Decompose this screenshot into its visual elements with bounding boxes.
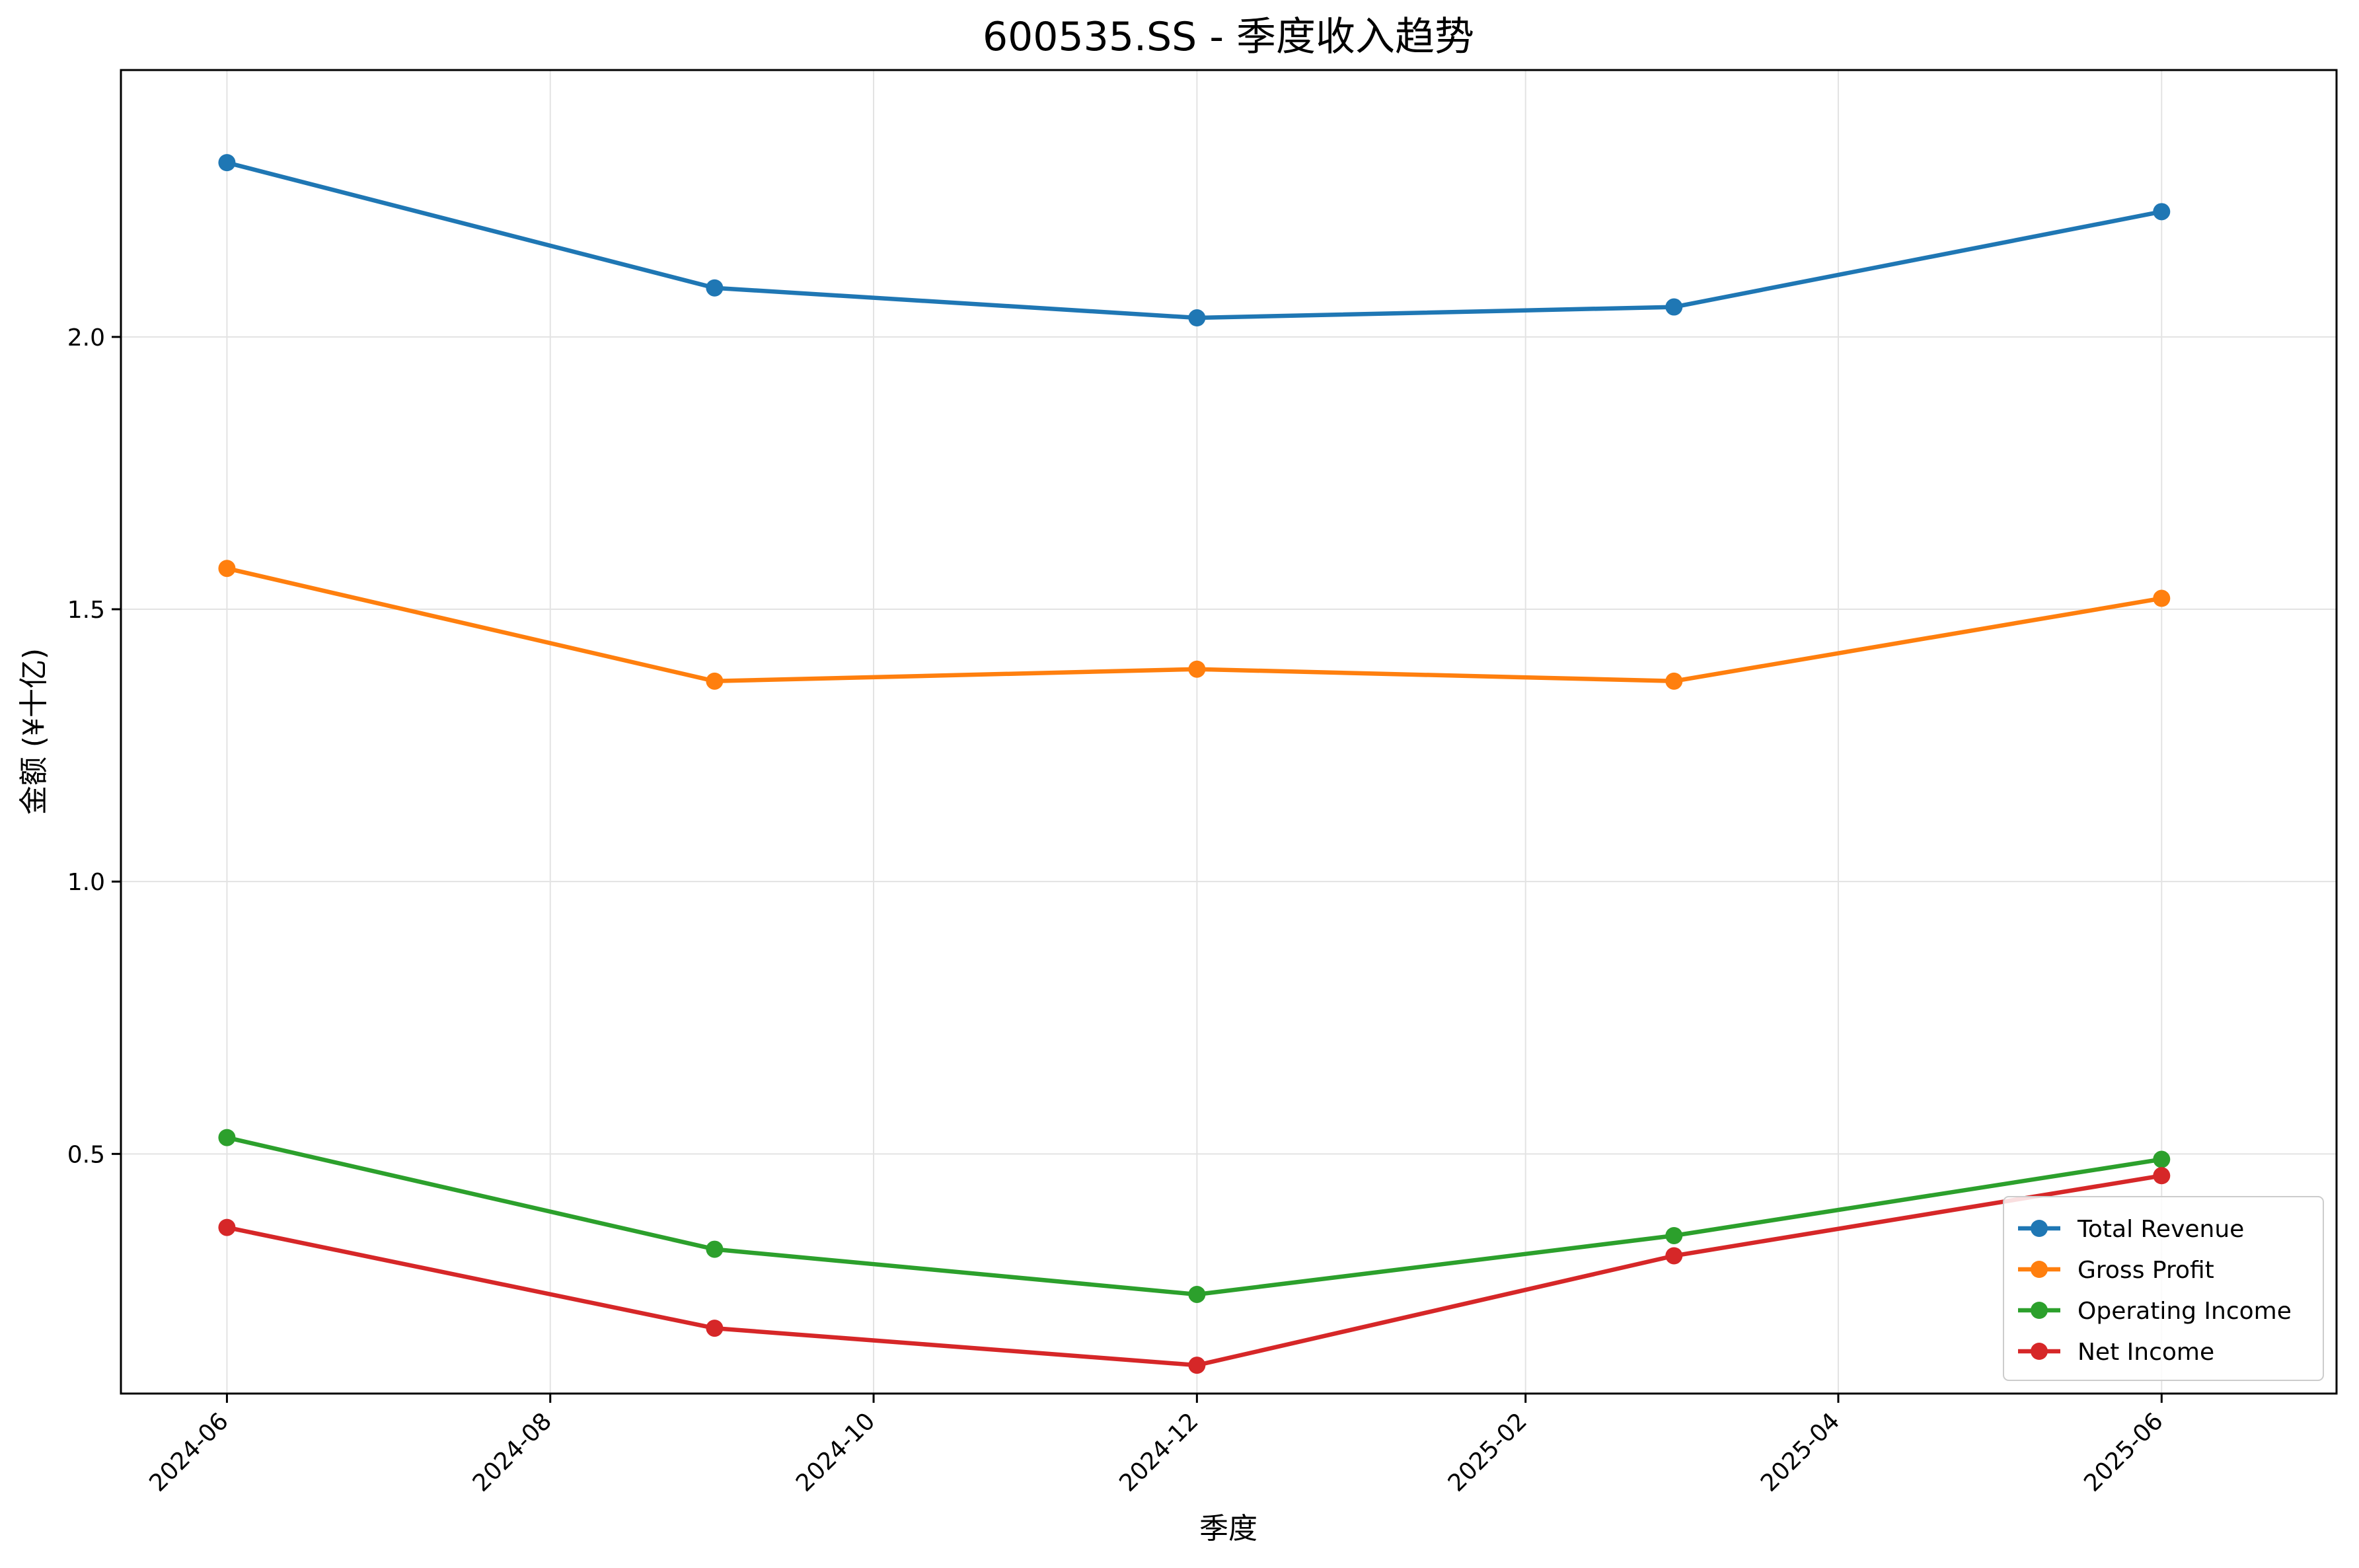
data-point: [1188, 1357, 1206, 1374]
data-point: [218, 560, 236, 578]
y-tick-label: 1.5: [67, 597, 105, 624]
series-gross-profit: [218, 560, 2171, 690]
legend-marker: [2031, 1302, 2048, 1319]
data-point: [1665, 298, 1683, 316]
series-layer: [218, 154, 2171, 1374]
y-tick-label: 1.0: [67, 869, 105, 896]
legend-label: Operating Income: [2078, 1298, 2292, 1325]
data-point: [1188, 1285, 1206, 1303]
data-point: [1665, 1226, 1683, 1244]
y-tick-label: 0.5: [67, 1141, 105, 1168]
data-point: [706, 1320, 724, 1337]
data-point: [2153, 1150, 2171, 1168]
data-point: [218, 1218, 236, 1236]
series-total-revenue: [218, 154, 2171, 327]
data-point: [2153, 589, 2171, 607]
data-point: [2153, 1167, 2171, 1185]
data-point: [706, 1240, 724, 1258]
data-point: [1188, 660, 1206, 678]
legend-label: Net Income: [2078, 1339, 2214, 1366]
series-net-income: [218, 1167, 2171, 1374]
data-point: [218, 154, 236, 172]
x-axis-label: 季度: [1199, 1512, 1257, 1546]
y-axis-label: 金额 (¥十亿): [17, 648, 51, 815]
plot-frame: [120, 69, 2338, 1395]
series-operating-income: [218, 1129, 2171, 1303]
data-point: [706, 279, 724, 297]
data-point: [218, 1129, 236, 1146]
data-point: [706, 672, 724, 690]
legend-marker: [2031, 1261, 2048, 1278]
legend-label: Gross Profit: [2078, 1257, 2214, 1284]
data-point: [1665, 672, 1683, 690]
y-tick-label: 2.0: [67, 324, 105, 352]
legend-marker: [2031, 1220, 2048, 1237]
chart-title: 600535.SS - 季度收入趋势: [983, 14, 1474, 60]
legend: Total Revenue Gross Profit Operating Incom…: [2003, 1196, 2324, 1381]
data-point: [1665, 1247, 1683, 1265]
grid: [121, 70, 2337, 1394]
data-point: [1188, 309, 1206, 327]
legend-marker: [2031, 1343, 2048, 1360]
legend-box: [2003, 1196, 2324, 1381]
y-axis: 0.5 1.0 1.5 2.0: [67, 324, 121, 1168]
data-point: [2153, 203, 2171, 221]
legend-label: Total Revenue: [2077, 1216, 2244, 1243]
